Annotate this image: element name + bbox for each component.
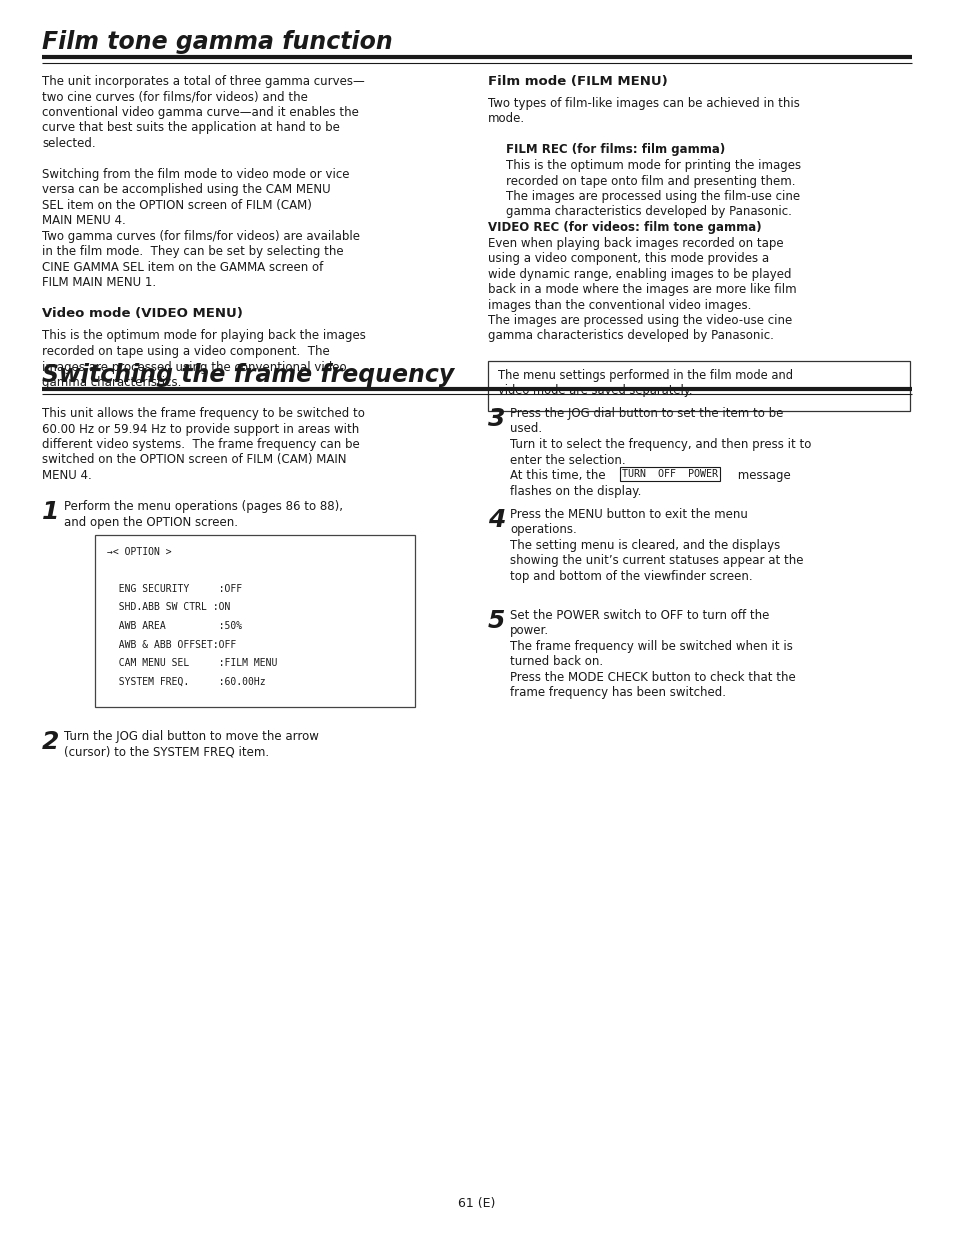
Text: conventional video gamma curve—and it enables the: conventional video gamma curve—and it en…: [42, 106, 358, 119]
Text: MAIN MENU 4.: MAIN MENU 4.: [42, 215, 126, 227]
Text: recorded on tape using a video component.  The: recorded on tape using a video component…: [42, 345, 330, 358]
Text: This unit allows the frame frequency to be switched to: This unit allows the frame frequency to …: [42, 408, 364, 420]
Text: Two types of film-like images can be achieved in this: Two types of film-like images can be ach…: [488, 98, 799, 110]
Text: message: message: [733, 469, 790, 482]
Text: top and bottom of the viewfinder screen.: top and bottom of the viewfinder screen.: [510, 569, 752, 583]
Text: SEL item on the OPTION screen of FILM (CAM): SEL item on the OPTION screen of FILM (C…: [42, 199, 312, 212]
Text: selected.: selected.: [42, 137, 95, 149]
Text: 4: 4: [488, 508, 505, 532]
Text: 61 (E): 61 (E): [457, 1197, 496, 1210]
Text: gamma characteristics developed by Panasonic.: gamma characteristics developed by Panas…: [488, 330, 773, 342]
Text: The unit incorporates a total of three gamma curves—: The unit incorporates a total of three g…: [42, 75, 364, 88]
Text: images are processed using the conventional video: images are processed using the conventio…: [42, 361, 346, 373]
Text: different video systems.  The frame frequency can be: different video systems. The frame frequ…: [42, 438, 359, 451]
Text: The images are processed using the video-use cine: The images are processed using the video…: [488, 314, 791, 327]
Text: video mode are saved separately.: video mode are saved separately.: [497, 384, 692, 396]
Text: 3: 3: [488, 408, 505, 431]
Text: AWB AREA         :50%: AWB AREA :50%: [107, 621, 242, 631]
Text: and open the OPTION screen.: and open the OPTION screen.: [64, 515, 237, 529]
Text: Video mode (VIDEO MENU): Video mode (VIDEO MENU): [42, 308, 243, 321]
Text: Turn the JOG dial button to move the arrow: Turn the JOG dial button to move the arr…: [64, 730, 318, 743]
Text: Even when playing back images recorded on tape: Even when playing back images recorded o…: [488, 236, 782, 249]
Text: FILM REC (for films: film gamma): FILM REC (for films: film gamma): [505, 143, 724, 157]
Text: Two gamma curves (for films/for videos) are available: Two gamma curves (for films/for videos) …: [42, 230, 359, 243]
Text: The images are processed using the film-use cine: The images are processed using the film-…: [505, 190, 800, 203]
Text: Press the MODE CHECK button to check that the: Press the MODE CHECK button to check tha…: [510, 671, 795, 683]
Text: This is the optimum mode for playing back the images: This is the optimum mode for playing bac…: [42, 330, 366, 342]
Text: 60.00 Hz or 59.94 Hz to provide support in areas with: 60.00 Hz or 59.94 Hz to provide support …: [42, 422, 359, 436]
Text: frame frequency has been switched.: frame frequency has been switched.: [510, 685, 725, 699]
Text: At this time, the: At this time, the: [510, 469, 609, 482]
Text: enter the selection.: enter the selection.: [510, 453, 625, 467]
Text: This is the optimum mode for printing the images: This is the optimum mode for printing th…: [505, 159, 801, 172]
Text: AWB & ABB OFFSET:OFF: AWB & ABB OFFSET:OFF: [107, 640, 236, 650]
Text: The frame frequency will be switched when it is: The frame frequency will be switched whe…: [510, 640, 792, 652]
Text: switched on the OPTION screen of FILM (CAM) MAIN: switched on the OPTION screen of FILM (C…: [42, 453, 346, 467]
Text: showing the unit’s current statuses appear at the: showing the unit’s current statuses appe…: [510, 555, 802, 567]
Text: curve that best suits the application at hand to be: curve that best suits the application at…: [42, 121, 339, 135]
Text: Switching from the film mode to video mode or vice: Switching from the film mode to video mo…: [42, 168, 349, 182]
Text: 2: 2: [42, 730, 59, 755]
Text: recorded on tape onto film and presenting them.: recorded on tape onto film and presentin…: [505, 174, 795, 188]
FancyBboxPatch shape: [95, 535, 415, 706]
Text: Film tone gamma function: Film tone gamma function: [42, 30, 393, 54]
Text: using a video component, this mode provides a: using a video component, this mode provi…: [488, 252, 768, 266]
Text: 5: 5: [488, 609, 505, 632]
Text: Press the JOG dial button to set the item to be: Press the JOG dial button to set the ite…: [510, 408, 782, 420]
Text: turned back on.: turned back on.: [510, 655, 602, 668]
Text: gamma characteristics.: gamma characteristics.: [42, 375, 181, 389]
Text: mode.: mode.: [488, 112, 524, 126]
Text: MENU 4.: MENU 4.: [42, 469, 91, 482]
Text: wide dynamic range, enabling images to be played: wide dynamic range, enabling images to b…: [488, 268, 791, 280]
Text: SHD.ABB SW CTRL :ON: SHD.ABB SW CTRL :ON: [107, 603, 230, 613]
Text: Film mode (FILM MENU): Film mode (FILM MENU): [488, 75, 667, 88]
Text: Press the MENU button to exit the menu: Press the MENU button to exit the menu: [510, 508, 747, 521]
Text: CAM MENU SEL     :FILM MENU: CAM MENU SEL :FILM MENU: [107, 658, 277, 668]
Text: The setting menu is cleared, and the displays: The setting menu is cleared, and the dis…: [510, 538, 780, 552]
Text: flashes on the display.: flashes on the display.: [510, 484, 640, 498]
Text: versa can be accomplished using the CAM MENU: versa can be accomplished using the CAM …: [42, 184, 331, 196]
Text: images than the conventional video images.: images than the conventional video image…: [488, 299, 751, 311]
Text: (cursor) to the SYSTEM FREQ item.: (cursor) to the SYSTEM FREQ item.: [64, 746, 269, 758]
Text: SYSTEM FREQ.     :60.00Hz: SYSTEM FREQ. :60.00Hz: [107, 677, 265, 687]
Text: The menu settings performed in the film mode and: The menu settings performed in the film …: [497, 368, 792, 382]
Text: Set the POWER switch to OFF to turn off the: Set the POWER switch to OFF to turn off …: [510, 609, 768, 621]
Text: Perform the menu operations (pages 86 to 88),: Perform the menu operations (pages 86 to…: [64, 500, 343, 513]
Text: Switching the frame frequency: Switching the frame frequency: [42, 363, 454, 387]
Text: in the film mode.  They can be set by selecting the: in the film mode. They can be set by sel…: [42, 246, 343, 258]
Text: Turn it to select the frequency, and then press it to: Turn it to select the frequency, and the…: [510, 438, 810, 451]
Text: ENG SECURITY     :OFF: ENG SECURITY :OFF: [107, 584, 242, 594]
Text: gamma characteristics developed by Panasonic.: gamma characteristics developed by Panas…: [505, 205, 791, 219]
Text: operations.: operations.: [510, 524, 577, 536]
Text: used.: used.: [510, 422, 541, 436]
Text: power.: power.: [510, 624, 549, 637]
FancyBboxPatch shape: [488, 361, 909, 410]
Text: TURN  OFF  POWER: TURN OFF POWER: [621, 469, 718, 479]
Text: two cine curves (for films/for videos) and the: two cine curves (for films/for videos) a…: [42, 90, 308, 104]
Text: back in a mode where the images are more like film: back in a mode where the images are more…: [488, 283, 796, 296]
Text: CINE GAMMA SEL item on the GAMMA screen of: CINE GAMMA SEL item on the GAMMA screen …: [42, 261, 323, 274]
Text: VIDEO REC (for videos: film tone gamma): VIDEO REC (for videos: film tone gamma): [488, 221, 760, 233]
Text: 1: 1: [42, 500, 59, 524]
Text: →< OPTION >: →< OPTION >: [107, 547, 172, 557]
Text: FILM MAIN MENU 1.: FILM MAIN MENU 1.: [42, 277, 156, 289]
